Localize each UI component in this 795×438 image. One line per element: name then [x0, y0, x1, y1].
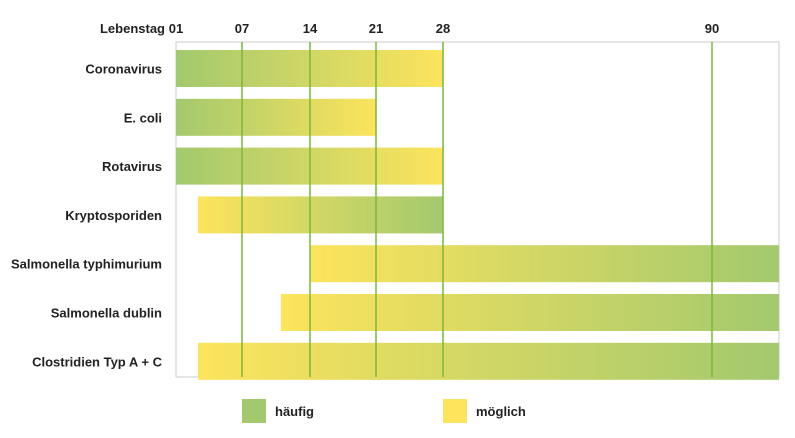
- category-label: Rotavirus: [102, 159, 162, 174]
- bar-4: [198, 196, 443, 234]
- category-label: E. coli: [124, 110, 162, 125]
- tick-label: 14: [303, 21, 318, 36]
- legend-swatch-1: [242, 399, 266, 423]
- category-label: Salmonella dublin: [51, 306, 162, 321]
- tick-label: 90: [705, 21, 719, 36]
- category-label: Kryptosporiden: [65, 208, 162, 223]
- bar-6: [280, 294, 779, 331]
- tick-label: 07: [235, 21, 249, 36]
- axis-label: Lebenstag: [100, 21, 165, 36]
- category-label: Coronavirus: [85, 62, 162, 77]
- legend-swatch-2: [443, 399, 467, 423]
- legend-label: möglich: [476, 404, 526, 419]
- bar-7: [198, 342, 779, 380]
- tick-label: 28: [436, 21, 450, 36]
- category-label: Clostridien Typ A + C: [32, 354, 163, 369]
- tick-label: 01: [169, 21, 183, 36]
- tick-label: 21: [369, 21, 383, 36]
- category-label: Salmonella typhimurium: [11, 257, 162, 272]
- bar-5: [310, 245, 779, 283]
- legend-label: häufig: [275, 404, 314, 419]
- bar-2: [176, 98, 376, 136]
